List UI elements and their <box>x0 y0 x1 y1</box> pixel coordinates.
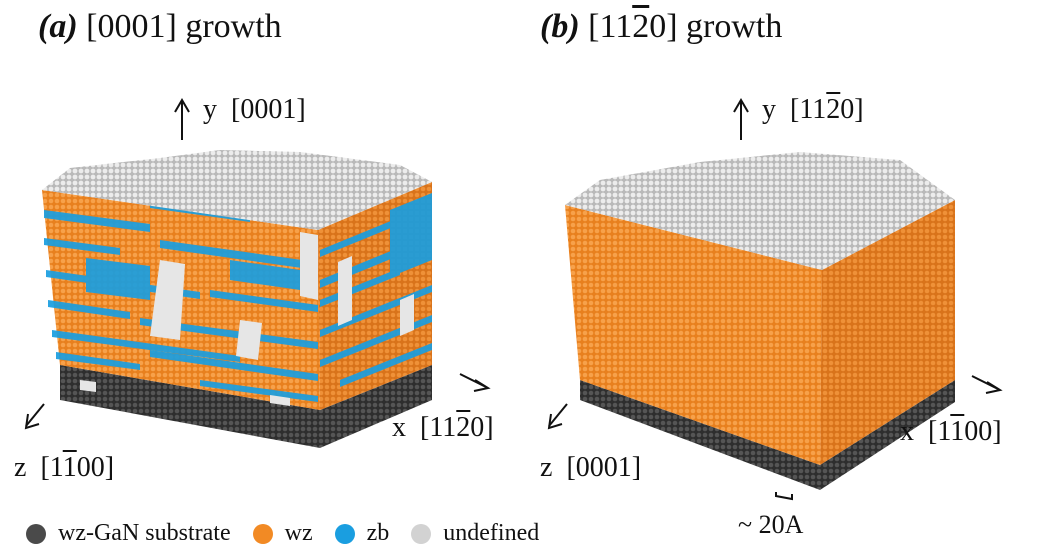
panel-a-axis-z: z [1100] <box>14 452 114 484</box>
axis-arrows <box>24 98 1003 501</box>
panel-b-direction-post: 0] <box>649 8 678 45</box>
panel-b-axis-x-letter: x <box>900 416 914 447</box>
legend-item-wz: wz <box>252 520 313 547</box>
panel-b-axis-x-bar: 1 <box>950 416 965 447</box>
panel-a-axis-x-letter: x <box>392 412 406 443</box>
panel-a-axis-z-post: 00] <box>76 452 115 483</box>
panel-b-top-face <box>565 152 955 270</box>
panel-b-growth: growth <box>677 8 783 45</box>
panel-a-axis-z-pre: [1 <box>40 452 63 483</box>
panel-b-axis-z: z [0001] <box>540 452 641 484</box>
panel-b-title: (b) [1120] growth <box>540 8 782 46</box>
panel-a-substrate-side <box>320 365 432 448</box>
panel-b-axis-z-letter: z <box>540 452 553 483</box>
panel-a-axis-y-dir: [0001] <box>231 94 306 125</box>
panel-b-axis-x-pre: [1 <box>928 416 951 447</box>
panel-a-growth: growth <box>176 8 282 45</box>
panel-b-direction-pre: [11 <box>588 8 633 45</box>
panel-b-axis-y-bar: 2 <box>826 94 841 125</box>
panel-b-axis-y-post: 0] <box>840 94 864 125</box>
panel-a-letter: (a) <box>38 8 78 45</box>
panel-b-axis-y-pre: [11 <box>790 94 827 125</box>
legend-item-zb: zb <box>334 520 390 547</box>
panel-a-zb-stripes-front <box>44 200 318 402</box>
panel-a-axis-x-bar: 2 <box>456 412 471 443</box>
legend-dot-substrate <box>26 523 46 544</box>
panel-b-front-face <box>565 205 822 465</box>
legend: wz-GaN substrate wz zb undefined <box>26 520 561 547</box>
panel-a-axis-x: x [1120] <box>392 412 494 444</box>
panel-b-axis-y-letter: y <box>762 94 776 125</box>
panel-b-letter: (b) <box>540 8 580 45</box>
panel-a-undefined-patches <box>80 232 414 406</box>
panel-b-axis-y: y [1120] <box>762 94 864 126</box>
panel-a-axis-y-letter: y <box>203 94 217 125</box>
panel-a-axis-z-letter: z <box>14 452 27 483</box>
panel-a-axis-x-post: 0] <box>470 412 494 443</box>
legend-label-substrate: wz-GaN substrate <box>58 520 231 546</box>
scale-label: ~ 20A <box>738 510 804 539</box>
legend-dot-zb <box>334 523 355 544</box>
legend-item-substrate: wz-GaN substrate <box>26 520 231 547</box>
panel-b-axis-z-dir: [0001] <box>566 452 642 483</box>
panel-a-substrate-front <box>60 365 320 448</box>
legend-label-undefined: undefined <box>443 520 540 546</box>
panel-b-block <box>565 152 955 490</box>
panel-b-side-face <box>820 200 955 465</box>
panel-b-axis-x-post: 00] <box>964 416 1002 447</box>
panel-b-direction-bar: 2 <box>632 8 650 45</box>
legend-dot-wz <box>252 523 273 544</box>
panel-a-axis-z-bar: 1 <box>62 452 77 483</box>
panel-a-block <box>42 150 432 448</box>
panel-b-axis-x: x [1100] <box>900 416 1002 448</box>
panel-a-direction: [0001] <box>86 8 177 45</box>
legend-item-undefined: undefined <box>411 520 539 547</box>
legend-dot-undefined <box>411 523 432 544</box>
panel-b-substrate-front <box>580 380 820 490</box>
legend-label-wz: wz <box>284 520 313 546</box>
panel-b-substrate-side <box>820 380 955 490</box>
panel-a-axis-y: y [0001] <box>203 94 306 126</box>
panel-a-axis-x-pre: [11 <box>420 412 457 443</box>
panel-a-title: (a) [0001] growth <box>38 8 282 46</box>
panel-a-top-face <box>42 150 432 230</box>
legend-label-zb: zb <box>366 520 390 546</box>
